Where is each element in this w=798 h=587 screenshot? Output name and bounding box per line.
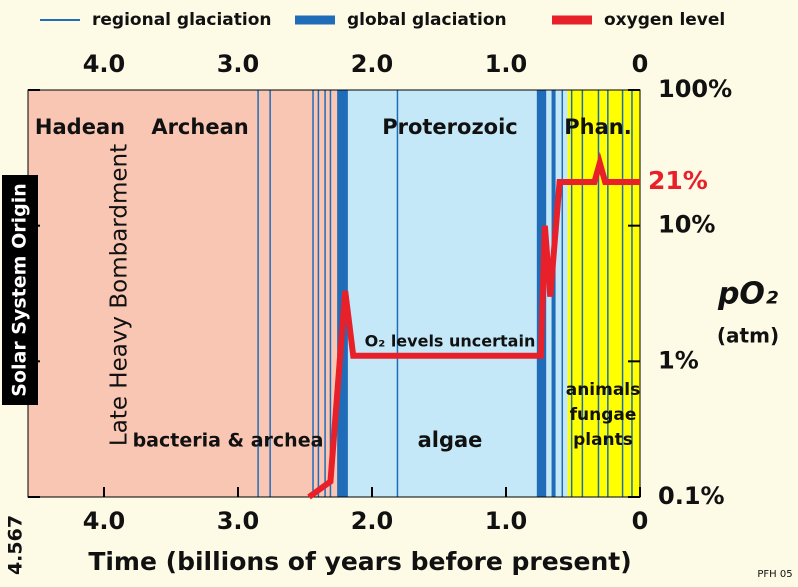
x-tick-label: 2.0 [351, 507, 394, 535]
origin-box [2, 175, 38, 405]
x-tick-label-top: 2.0 [351, 50, 394, 78]
global-glaciation [551, 90, 556, 497]
y-tick-label: 10% [658, 211, 715, 239]
x-tick-label: 3.0 [217, 507, 260, 535]
x-tick-label: 0 [632, 507, 649, 535]
eon-label: Hadean [35, 115, 125, 139]
x-tick-label: 1.0 [485, 507, 528, 535]
life-label: algae [418, 428, 483, 452]
x-tick-label-top: 0 [632, 50, 649, 78]
uncertain-label: O₂ levels uncertain [365, 332, 536, 351]
credit: PFH 05 [757, 569, 792, 580]
x-axis-title: Time (billions of years before present) [88, 547, 631, 576]
life-label: bacteria & archea [133, 430, 324, 452]
eon-label: Phan. [564, 115, 631, 139]
bombardment-label: Late Heavy Bombardment [107, 144, 133, 446]
current-level-label: 21% [648, 166, 708, 195]
y-tick-label: 100% [658, 75, 732, 103]
x-tick-label: 4.0 [83, 507, 126, 535]
eon-label: Proterozoic [382, 115, 518, 139]
legend-label: regional glaciation [92, 10, 272, 30]
legend-label: oxygen level [604, 10, 725, 30]
y-axis-unit: (atm) [717, 324, 779, 348]
legend-label: global glaciation [347, 10, 507, 30]
eon-region [28, 90, 339, 497]
y-axis-title: pO₂ [717, 277, 778, 312]
life-label: animals [566, 380, 641, 400]
life-label: plants [573, 430, 633, 450]
oxygen-line [307, 151, 640, 500]
y-tick-label: 0.1% [658, 482, 725, 510]
origin-label: Solar System Origin [9, 183, 31, 397]
x-tick-label-top: 1.0 [485, 50, 528, 78]
eon-region [567, 90, 640, 497]
x-tick-label-top: 4.0 [83, 50, 126, 78]
origin-tick-label: 4.567 [5, 515, 27, 575]
x-tick-label-top: 3.0 [217, 50, 260, 78]
eon-region [338, 90, 568, 497]
life-label: fungae [570, 405, 637, 425]
eon-label: Archean [151, 115, 248, 139]
y-tick-label: 1% [658, 346, 699, 374]
